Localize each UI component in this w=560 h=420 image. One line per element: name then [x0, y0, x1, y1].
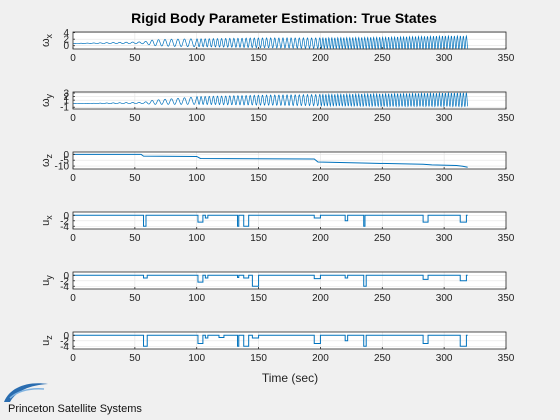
y-axis-label: ωx [40, 33, 54, 47]
y-axis-label: uy [40, 275, 54, 286]
x-tick-label: 300 [436, 53, 453, 64]
x-tick-label: 200 [312, 233, 329, 244]
y-tick-label: -4 [60, 222, 69, 233]
x-tick-label: 300 [436, 173, 453, 184]
y-tick-label: 0 [63, 41, 69, 52]
x-tick-label: 250 [374, 233, 391, 244]
x-tick-label: 0 [70, 113, 76, 124]
y-tick-label: -4 [60, 282, 69, 293]
y-tick-label: -4 [60, 342, 69, 353]
series-line [73, 334, 468, 347]
subplot-6: 0 50 100 150 200 250 300 350 0-2-4 uz [40, 331, 515, 364]
x-tick-label: 0 [70, 353, 76, 364]
x-tick-label: 50 [129, 353, 141, 364]
series-line [72, 91, 468, 108]
x-tick-label: 200 [312, 353, 329, 364]
x-tick-label: 50 [129, 173, 141, 184]
x-tick-label: 350 [498, 113, 515, 124]
subplot-5: 0 50 100 150 200 250 300 350 0-2-4 uy [40, 271, 515, 304]
x-tick-label: 150 [250, 173, 267, 184]
brand-name: Princeton Satellite Systems [8, 403, 142, 415]
x-tick-label: 350 [498, 233, 515, 244]
y-axis-label: ωy [40, 93, 54, 107]
x-tick-label: 100 [188, 293, 205, 304]
x-tick-label: 300 [436, 113, 453, 124]
figure-title: Rigid Body Parameter Estimation: True St… [131, 10, 437, 26]
y-tick-label: 0 [63, 331, 69, 342]
x-tick-label: 0 [70, 233, 76, 244]
x-tick-label: 150 [250, 293, 267, 304]
y-tick-label: -2 [60, 336, 69, 347]
plot-area [73, 32, 506, 49]
y-tick-label: -5 [60, 156, 69, 167]
x-axis-label: Time (sec) [262, 371, 318, 385]
brand-logo [4, 383, 48, 402]
x-tick-label: 0 [70, 173, 76, 184]
x-tick-label: 50 [129, 233, 141, 244]
x-tick-label: 250 [374, 113, 391, 124]
series-line [73, 153, 468, 168]
x-tick-label: 200 [312, 173, 329, 184]
y-tick-label: 3 [63, 89, 69, 100]
series-line [73, 214, 468, 227]
series-line [73, 34, 468, 51]
subplot-1: 0 50 100 150 200 250 300 350 024 ωx [40, 28, 515, 64]
y-tick-label: 0 [63, 211, 69, 222]
x-tick-label: 200 [312, 53, 329, 64]
x-tick-label: 300 [436, 233, 453, 244]
y-axis-label: uz [40, 335, 54, 346]
x-tick-label: 0 [70, 53, 76, 64]
logo-swoosh-highlight-icon [9, 388, 45, 399]
x-tick-label: 250 [374, 53, 391, 64]
x-tick-label: 200 [312, 113, 329, 124]
x-tick-label: 100 [188, 113, 205, 124]
x-tick-label: 350 [498, 353, 515, 364]
x-tick-label: 350 [498, 293, 515, 304]
x-tick-label: 250 [374, 353, 391, 364]
x-tick-label: 350 [498, 53, 515, 64]
y-axis-label: ux [40, 215, 54, 226]
x-tick-label: 250 [374, 293, 391, 304]
y-tick-label: 2 [63, 92, 69, 103]
x-tick-label: 300 [436, 353, 453, 364]
x-tick-label: 50 [129, 293, 141, 304]
x-tick-label: 150 [250, 53, 267, 64]
y-tick-label: 1 [63, 96, 69, 107]
x-tick-label: 350 [498, 173, 515, 184]
x-tick-label: 150 [250, 353, 267, 364]
logo-swoosh-icon [4, 383, 48, 402]
y-tick-label: 4 [63, 28, 69, 39]
x-tick-label: 300 [436, 293, 453, 304]
x-tick-label: 150 [250, 113, 267, 124]
x-tick-label: 100 [188, 233, 205, 244]
y-axis-label: ωz [40, 153, 54, 167]
x-tick-label: 50 [129, 113, 141, 124]
y-tick-label: -1 [60, 103, 69, 114]
y-tick-label: -2 [60, 276, 69, 287]
y-tick-label: -2 [60, 216, 69, 227]
y-tick-label: 0 [63, 271, 69, 282]
y-tick-label: 0 [63, 150, 69, 161]
subplot-4: 0 50 100 150 200 250 300 350 0-2-4 ux [40, 211, 515, 244]
x-tick-label: 0 [70, 293, 76, 304]
x-tick-label: 100 [188, 173, 205, 184]
x-tick-label: 100 [188, 353, 205, 364]
series-line [73, 274, 468, 287]
x-tick-label: 50 [129, 53, 141, 64]
x-tick-label: 100 [188, 53, 205, 64]
axes-box [72, 31, 507, 50]
x-tick-label: 150 [250, 233, 267, 244]
x-tick-label: 200 [312, 293, 329, 304]
x-tick-label: 250 [374, 173, 391, 184]
y-tick-label: 2 [63, 35, 69, 46]
y-tick-label: -10 [55, 162, 70, 173]
